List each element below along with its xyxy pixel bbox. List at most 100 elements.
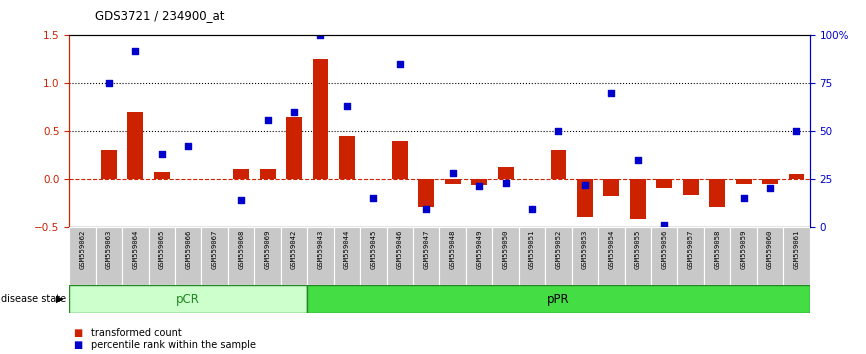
Bar [493, 227, 519, 285]
Point [604, 90, 618, 96]
Bar [519, 227, 546, 285]
Text: GSM559055: GSM559055 [635, 229, 641, 269]
Text: ■: ■ [74, 329, 83, 338]
Text: GSM559048: GSM559048 [449, 229, 456, 269]
Point [446, 170, 460, 176]
Point [313, 33, 327, 38]
Text: GSM559065: GSM559065 [158, 229, 165, 269]
Point [366, 195, 380, 201]
Text: percentile rank within the sample: percentile rank within the sample [91, 340, 256, 350]
Text: GSM559066: GSM559066 [185, 229, 191, 269]
Point [419, 206, 433, 212]
Bar [255, 227, 281, 285]
Text: GSM559054: GSM559054 [609, 229, 614, 269]
Text: GSM559050: GSM559050 [502, 229, 508, 269]
Text: GSM559043: GSM559043 [318, 229, 324, 269]
Bar [735, 179, 752, 183]
Point [552, 128, 565, 134]
Text: ■: ■ [74, 340, 83, 350]
Bar [360, 227, 386, 285]
Bar [281, 227, 307, 285]
Bar [307, 285, 810, 313]
Bar [339, 136, 355, 179]
Text: GSM559045: GSM559045 [371, 229, 377, 269]
Bar [651, 227, 677, 285]
Text: pCR: pCR [177, 293, 200, 306]
Text: GSM559047: GSM559047 [423, 229, 430, 269]
Text: GSM559068: GSM559068 [238, 229, 244, 269]
Point [234, 197, 248, 202]
Bar [709, 179, 725, 207]
Point [102, 80, 116, 86]
Text: GSM559060: GSM559060 [767, 229, 773, 269]
Point [763, 185, 777, 191]
Bar [551, 150, 566, 179]
Bar [175, 227, 202, 285]
Bar [418, 179, 434, 207]
Bar [704, 227, 730, 285]
Bar [656, 179, 672, 188]
Point [393, 61, 407, 67]
Bar [96, 227, 122, 285]
Text: GSM559064: GSM559064 [132, 229, 139, 269]
Text: GSM559052: GSM559052 [555, 229, 561, 269]
Point [155, 151, 169, 157]
Point [128, 48, 142, 53]
Point [261, 117, 275, 122]
Bar [546, 227, 572, 285]
Bar [498, 167, 514, 179]
Text: GSM559056: GSM559056 [662, 229, 668, 269]
Text: GSM559046: GSM559046 [397, 229, 403, 269]
Point [631, 157, 645, 162]
Bar [307, 227, 333, 285]
Text: GDS3721 / 234900_at: GDS3721 / 234900_at [95, 9, 225, 22]
Bar [260, 169, 275, 179]
Bar [69, 227, 96, 285]
Text: GSM559059: GSM559059 [740, 229, 746, 269]
Point [737, 195, 751, 201]
Bar [313, 59, 328, 179]
Text: GSM559067: GSM559067 [211, 229, 217, 269]
Bar [386, 227, 413, 285]
Bar [730, 227, 757, 285]
Bar [413, 227, 439, 285]
Bar [228, 227, 255, 285]
Bar [757, 227, 783, 285]
Bar [286, 116, 302, 179]
Bar [577, 179, 593, 217]
Bar [122, 227, 149, 285]
Text: GSM559069: GSM559069 [265, 229, 270, 269]
Point [288, 109, 301, 115]
Text: disease state: disease state [1, 294, 66, 304]
Text: GSM559063: GSM559063 [106, 229, 112, 269]
Text: GSM559062: GSM559062 [80, 229, 86, 269]
Bar [101, 150, 117, 179]
Bar [682, 179, 699, 195]
Point [578, 182, 591, 187]
Text: transformed count: transformed count [91, 329, 182, 338]
Bar [127, 112, 143, 179]
Bar [624, 227, 651, 285]
Text: GSM559042: GSM559042 [291, 229, 297, 269]
Bar [789, 174, 805, 179]
Point [790, 128, 804, 134]
Bar [445, 179, 461, 183]
Bar [677, 227, 704, 285]
Bar [202, 227, 228, 285]
Text: ▶: ▶ [55, 294, 63, 304]
Text: GSM559057: GSM559057 [688, 229, 694, 269]
Text: GSM559051: GSM559051 [529, 229, 535, 269]
Bar [439, 227, 466, 285]
Bar [630, 179, 646, 219]
Point [525, 206, 539, 212]
Point [340, 103, 354, 109]
Text: GSM559049: GSM559049 [476, 229, 482, 269]
Bar [598, 227, 624, 285]
Point [472, 184, 486, 189]
Bar [466, 227, 493, 285]
Point [499, 180, 513, 185]
Text: GSM559058: GSM559058 [714, 229, 721, 269]
Point [657, 222, 671, 228]
Text: pPR: pPR [547, 293, 570, 306]
Bar [69, 285, 307, 313]
